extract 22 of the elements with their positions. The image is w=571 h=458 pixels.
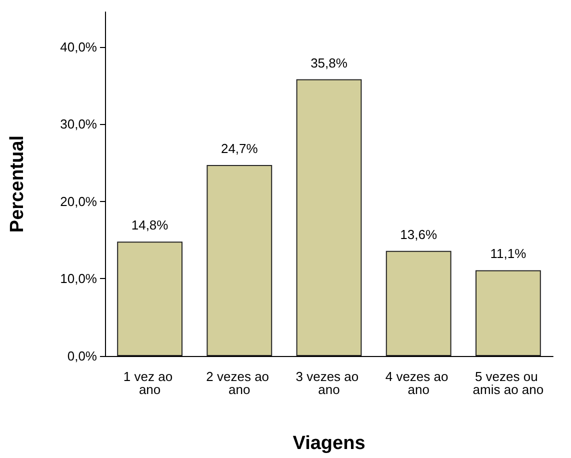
bar xyxy=(296,79,362,356)
x-tick-label: 2 vezes ao ano xyxy=(206,369,273,397)
x-tick-label: 4 vezes ao ano xyxy=(385,369,452,397)
data-label: 13,6% xyxy=(400,226,438,242)
x-axis-title: Viagens xyxy=(292,433,366,454)
bar xyxy=(206,165,272,356)
x-tick-label: 5 vezes ou amis ao ano xyxy=(472,369,544,397)
bar xyxy=(386,250,452,356)
data-label: 35,8% xyxy=(310,55,348,70)
bar xyxy=(475,270,541,356)
x-tick-label: 3 vezes ao ano xyxy=(296,369,362,397)
data-label: 14,8% xyxy=(131,218,169,233)
x-tick-label: 1 vez ao ano xyxy=(123,369,176,397)
bar xyxy=(117,242,183,356)
data-label: 11,1% xyxy=(490,246,527,262)
y-tick-label: 40,0% xyxy=(60,39,98,54)
y-axis-title: Percentual xyxy=(7,135,28,233)
data-label: 24,7% xyxy=(220,141,258,156)
y-tick-label: 30,0% xyxy=(60,116,98,132)
y-tick-label: 0,0% xyxy=(67,348,98,364)
y-tick-label: 20,0% xyxy=(60,194,98,209)
y-tick-label: 10,0% xyxy=(60,271,98,286)
